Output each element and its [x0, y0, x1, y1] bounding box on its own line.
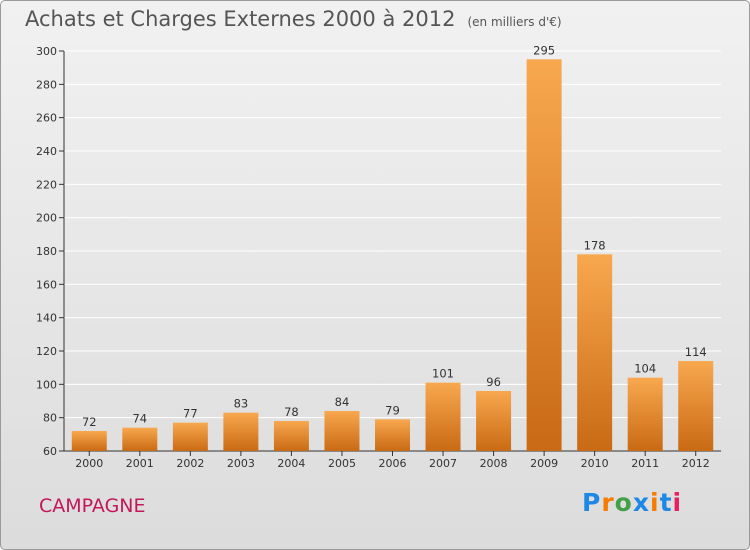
bar [425, 382, 461, 451]
bar-value-label: 104 [634, 362, 656, 376]
chart-unit: (en milliers d'€) [467, 15, 562, 29]
bars [71, 59, 714, 451]
bar [324, 411, 360, 451]
bar [172, 422, 208, 451]
x-tick-label: 2005 [328, 457, 356, 470]
bar [273, 421, 309, 451]
x-tick-label: 2002 [176, 457, 204, 470]
y-tick-label: 300 [36, 45, 57, 58]
bar-value-label: 295 [533, 43, 555, 57]
logo-letter: o [614, 488, 633, 517]
x-tick-label: 2009 [530, 457, 558, 470]
x-tick-label: 2000 [75, 457, 103, 470]
y-tick-label: 260 [36, 112, 57, 125]
x-tick-label: 2008 [480, 457, 508, 470]
y-tick-label: 220 [36, 178, 57, 191]
bar-value-label: 77 [183, 407, 198, 421]
logo-letter: i [672, 488, 683, 517]
bar [526, 59, 562, 451]
y-tick-label: 60 [43, 445, 57, 458]
bar [627, 377, 663, 451]
axes [59, 50, 721, 456]
bar-value-label: 83 [234, 397, 249, 411]
y-tick-label: 200 [36, 212, 57, 225]
y-tick-label: 80 [43, 412, 57, 425]
bar-value-label: 74 [132, 412, 147, 426]
x-tick-label: 2007 [429, 457, 457, 470]
y-tick-label: 240 [36, 145, 57, 158]
bar-value-label: 178 [584, 238, 606, 252]
bar [122, 427, 158, 451]
y-tick-label: 280 [36, 78, 57, 91]
proxiti-logo[interactable]: Proxiti [582, 488, 682, 517]
chart-title-text: Achats et Charges Externes 2000 à 2012 [25, 7, 456, 31]
bar-value-label: 84 [335, 395, 350, 409]
y-tick-label: 140 [36, 312, 57, 325]
bar [71, 431, 107, 451]
bar-value-label: 72 [82, 415, 97, 429]
x-tick-label: 2010 [581, 457, 609, 470]
y-tick-label: 180 [36, 245, 57, 258]
y-tick-label: 120 [36, 345, 57, 358]
bar [476, 391, 512, 451]
x-tick-label: 2011 [631, 457, 659, 470]
x-tick-label: 2004 [277, 457, 305, 470]
x-tick-label: 2006 [379, 457, 407, 470]
x-tick-label: 2003 [227, 457, 255, 470]
bar [375, 419, 410, 451]
grid-lines [64, 50, 721, 419]
commune-name: CAMPAGNE [39, 495, 146, 517]
x-tick-label: 2012 [682, 457, 710, 470]
y-tick-label: 100 [36, 378, 57, 391]
bar-value-label: 96 [486, 375, 501, 389]
bar [223, 412, 259, 451]
logo-letter: t [659, 488, 673, 517]
bar-value-label: 78 [284, 405, 299, 419]
logo-letter: i [650, 488, 660, 517]
bar [577, 254, 613, 451]
bar-value-label: 79 [385, 403, 400, 417]
bar [678, 361, 714, 451]
chart-title: Achats et Charges Externes 2000 à 2012 (e… [25, 7, 562, 31]
labels: 60 80 100 120 140 160 180 200 220 240 260 280 300 72 2… [36, 43, 710, 470]
logo-letter: r [601, 488, 615, 517]
x-tick-label: 2001 [126, 457, 154, 470]
bar-value-label: 114 [685, 345, 707, 359]
y-tick-label: 160 [36, 278, 57, 291]
logo-letter: P [582, 488, 602, 517]
logo-letter: x [632, 488, 650, 517]
bar-value-label: 101 [432, 367, 454, 381]
